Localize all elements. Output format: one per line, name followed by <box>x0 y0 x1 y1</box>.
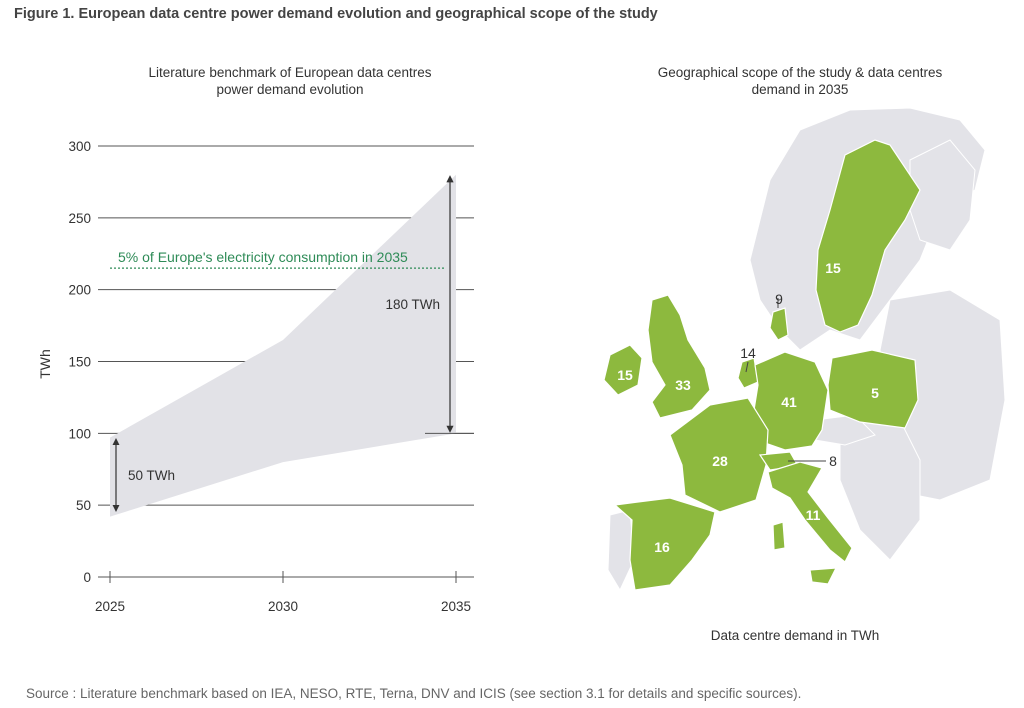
y-axis-label: TWh <box>36 349 53 379</box>
chart-title: Literature benchmark of European data ce… <box>110 64 470 98</box>
map-value-italy: 11 <box>806 507 821 523</box>
map-value-france: 28 <box>712 453 728 469</box>
map-poland <box>827 349 919 429</box>
map-caption: Data centre demand in TWh <box>710 628 880 643</box>
map-value-uk: 33 <box>675 377 691 393</box>
map-value-sweden: 15 <box>825 260 841 276</box>
x-tick-label-2035: 2035 <box>441 599 471 614</box>
demand-range-band <box>110 174 456 517</box>
y-tick-label-150: 150 <box>68 355 91 370</box>
map-denmark <box>769 307 789 341</box>
chart-title-line1: Literature benchmark of European data ce… <box>148 65 432 80</box>
source-note: Source : Literature benchmark based on I… <box>26 686 802 701</box>
y-tick-label-100: 100 <box>68 426 91 441</box>
map-value-denmark: 9 <box>775 291 783 307</box>
map-sardinia <box>772 521 786 551</box>
figure-title: Figure 1. European data centre power dem… <box>14 6 658 22</box>
map-title: Geographical scope of the study & data c… <box>620 64 980 98</box>
map-value-spain: 16 <box>654 539 670 555</box>
map-sweden <box>815 139 921 333</box>
map-netherlands <box>737 357 759 389</box>
map-value-ireland: 15 <box>617 367 633 383</box>
map-finland-land <box>909 139 976 251</box>
map-italy <box>767 461 853 563</box>
chart: 0 50 100 150 200 250 300 2025 2030 2035 5% of Euro… <box>68 139 474 614</box>
map-ireland <box>603 344 643 396</box>
y-tick-label-200: 200 <box>68 283 91 298</box>
annotation-label-1: 180 TWh <box>385 297 440 312</box>
map-title-line2: demand in 2035 <box>751 82 849 97</box>
x-tick-label-2025: 2025 <box>95 599 125 614</box>
y-tick-label-50: 50 <box>76 498 91 513</box>
reference-line-label: 5% of Europe's electricity consumption i… <box>118 249 408 265</box>
map-spain <box>613 497 716 591</box>
y-tick-label-250: 250 <box>68 211 91 226</box>
map-value-netherlands: 14 <box>740 345 756 361</box>
map-france <box>669 397 769 513</box>
y-tick-label-300: 300 <box>68 139 91 154</box>
map-title-line1: Geographical scope of the study & data c… <box>657 65 943 80</box>
y-tick-label-0: 0 <box>83 570 91 585</box>
x-tick-label-2030: 2030 <box>268 599 298 614</box>
map-germany <box>753 351 829 451</box>
map-value-switzerland: 8 <box>829 453 837 469</box>
europe-map: 15 15 33 41 5 28 11 16 9 14 8 <box>603 107 1006 592</box>
map-sicily <box>809 567 838 585</box>
annotation-label-0: 50 TWh <box>128 468 175 483</box>
map-value-germany: 41 <box>781 394 797 410</box>
map-value-poland: 5 <box>871 385 879 401</box>
chart-title-line2: power demand evolution <box>216 82 364 97</box>
map-leader-netherlands <box>745 361 749 373</box>
map-uk <box>647 294 711 419</box>
